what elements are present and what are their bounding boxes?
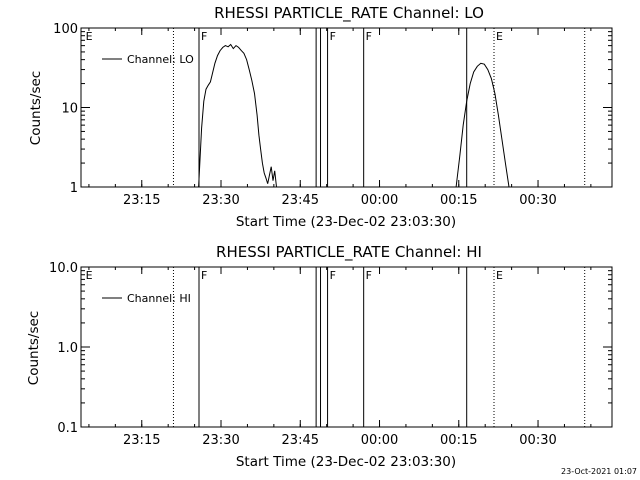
plot-marks-hi: 23:15 23:30 23:45 00:00 00:15 00:30 0.1 1.0 10.0… (49, 261, 612, 448)
plot-marks-lo: 23:15 23:30 23:45 00:00 00:15 00:30 1 10 100 E F F F… (53, 22, 612, 208)
y-tick-label: 10 (61, 102, 78, 117)
event-flag: E (496, 30, 503, 43)
series-line (198, 43, 277, 188)
x-tick-label: 23:30 (202, 193, 239, 208)
event-flag: E (496, 269, 503, 282)
plot-frame-hi (80, 266, 613, 428)
y-axis-label-lo: Counts/sec (28, 71, 44, 145)
y-tick-label: 1.0 (57, 341, 78, 356)
legend-entry: Channel: HI (127, 292, 191, 305)
event-flag: F (201, 269, 207, 282)
event-flag: F (366, 269, 372, 282)
y-axis-label-hi: Counts/sec (26, 311, 42, 385)
x-tick-label: 00:00 (361, 433, 398, 448)
event-flag: F (330, 30, 336, 43)
x-tick-label: 00:15 (440, 433, 477, 448)
generation-timestamp: 23-Oct-2021 01:07 (561, 467, 637, 476)
event-flag: F (366, 30, 372, 43)
y-tick-label: 100 (53, 22, 78, 37)
x-tick-label: 23:15 (123, 193, 160, 208)
x-tick-label: 00:00 (361, 193, 398, 208)
y-tick-label: 0.1 (57, 421, 78, 436)
hi-channel-panel: RHESSI PARTICLE_RATE Channel: HI 23:15 23… (26, 243, 613, 470)
chart-title-hi: RHESSI PARTICLE_RATE Channel: HI (216, 243, 482, 262)
event-flag: F (201, 30, 207, 43)
x-tick-label: 00:15 (440, 193, 477, 208)
x-tick-label: 00:30 (519, 433, 556, 448)
legend-entry: Channel: LO (127, 53, 194, 66)
x-axis-label-lo: Start Time (23-Dec-02 23:03:30) (236, 214, 456, 230)
x-tick-label: 23:30 (202, 433, 239, 448)
chart-title-lo: RHESSI PARTICLE_RATE Channel: LO (214, 4, 484, 23)
x-tick-label: 23:15 (123, 433, 160, 448)
event-flag: E (86, 30, 93, 43)
x-tick-label: 00:30 (519, 193, 556, 208)
x-axis-label-hi: Start Time (23-Dec-02 23:03:30) (236, 454, 456, 470)
y-tick-label: 1 (70, 181, 78, 196)
lo-channel-panel: RHESSI PARTICLE_RATE Channel: LO 23:15 23… (28, 4, 613, 230)
y-tick-label: 10.0 (49, 261, 78, 276)
plot-frame-lo (80, 27, 613, 188)
series-line (455, 62, 510, 188)
event-flag: E (86, 269, 93, 282)
x-tick-label: 23:45 (282, 193, 319, 208)
x-tick-label: 23:45 (282, 433, 319, 448)
event-flag: F (330, 269, 336, 282)
